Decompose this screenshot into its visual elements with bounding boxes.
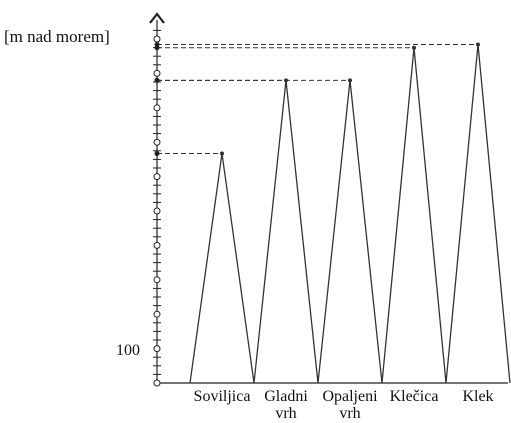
y-major-tick xyxy=(153,104,161,112)
y-major-tick xyxy=(153,69,161,77)
y-axis-arrow xyxy=(149,12,165,24)
y-tick-label-100: 100 xyxy=(116,342,140,359)
peak-marker xyxy=(476,42,480,47)
y-axis xyxy=(149,12,508,387)
axis-peak-dot xyxy=(154,42,160,48)
y-axis-label: [m nad morem] xyxy=(4,27,110,46)
x-tick-label: Klek xyxy=(462,388,493,405)
y-major-tick xyxy=(153,241,161,249)
peaks-series xyxy=(189,42,511,384)
axis-peak-dot xyxy=(154,151,160,157)
y-major-tick xyxy=(153,138,161,146)
y-major-tick xyxy=(153,35,161,43)
peak-marker xyxy=(284,78,288,83)
peak-marker xyxy=(220,151,224,156)
x-tick-label: Klečica xyxy=(390,388,439,405)
x-tick-label: Opaljeni vrh xyxy=(322,388,378,422)
y-major-tick xyxy=(153,310,161,318)
x-tick-label: Gladni vrh xyxy=(264,388,308,422)
y-major-tick xyxy=(153,345,161,353)
peaks-line xyxy=(189,44,511,384)
axis-peak-dot xyxy=(154,77,160,83)
y-major-tick xyxy=(153,379,161,387)
y-major-tick xyxy=(153,276,161,284)
x-tick-label: Soviljica xyxy=(194,388,251,405)
peak-guide-lines xyxy=(154,42,478,157)
peak-marker xyxy=(348,78,352,83)
peak-marker xyxy=(412,45,416,50)
y-major-tick xyxy=(153,207,161,215)
x-tick-labels: Soviljica Gladni vrh Opaljeni vrh Klečica Klek xyxy=(194,388,494,422)
y-major-tick xyxy=(153,173,161,181)
